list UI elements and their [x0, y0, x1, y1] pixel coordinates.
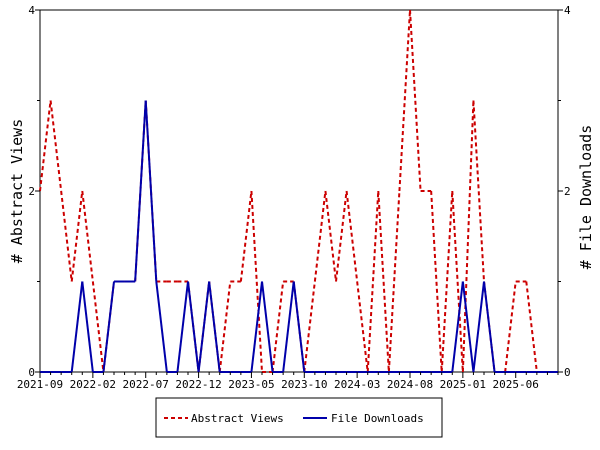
- line-segment-abstract-views: [409, 9, 422, 192]
- line-segment-file-downloads: [483, 281, 496, 373]
- x-tick-label: 2021-09: [17, 378, 63, 391]
- line-segment-abstract-views: [345, 190, 359, 282]
- x-tick-label: 2023-10: [281, 378, 327, 391]
- legend-label-file-downloads: File Downloads: [331, 412, 424, 425]
- y-right-tick-label: 4: [564, 4, 571, 17]
- line-segment-file-downloads: [144, 100, 158, 282]
- line-segment-file-downloads: [81, 281, 94, 373]
- line-segment-abstract-views: [451, 190, 464, 373]
- line-segment-abstract-views: [398, 9, 411, 192]
- line-segment-abstract-views: [525, 281, 538, 373]
- line-segment-file-downloads: [472, 281, 485, 373]
- line-segment-file-downloads: [102, 281, 115, 373]
- line-segment-file-downloads: [70, 281, 84, 373]
- line-segment-abstract-views: [70, 190, 84, 282]
- series-file-downloads: [40, 100, 558, 373]
- x-tick-label: 2025-06: [493, 378, 539, 391]
- line-segment-file-downloads: [250, 281, 263, 373]
- line-segment-abstract-views: [60, 190, 73, 282]
- line-segment-abstract-views: [335, 190, 348, 282]
- x-tick-label: 2024-08: [387, 378, 433, 391]
- x-tick-label: 2025-01: [440, 378, 486, 391]
- y-axis-left-title: # Abstract Views: [8, 119, 26, 264]
- line-segment-file-downloads: [261, 281, 274, 373]
- line-segment-abstract-views: [461, 100, 475, 373]
- legend-box: [155, 397, 443, 438]
- x-tick-label: 2024-03: [334, 378, 380, 391]
- line-segment-file-downloads: [176, 281, 189, 373]
- line-segment-file-downloads: [197, 281, 211, 373]
- line-segment-abstract-views: [387, 190, 401, 373]
- line-segment-abstract-views: [239, 190, 253, 282]
- axis-layer: 2021-09 2022-02 2022-07 2022-12 2023-05 2023-…: [17, 4, 571, 391]
- line-segment-abstract-views: [366, 190, 380, 373]
- line-segment-file-downloads: [282, 281, 295, 373]
- x-tick-label: 2022-07: [123, 378, 169, 391]
- line-segment-abstract-views: [303, 281, 316, 373]
- line-segment-abstract-views: [81, 190, 94, 282]
- line-segment-abstract-views: [218, 281, 232, 373]
- line-segment-abstract-views: [91, 281, 105, 373]
- y-left-tick-label: 2: [28, 185, 35, 198]
- line-segment-file-downloads: [208, 281, 221, 373]
- line-segment-abstract-views: [430, 190, 443, 373]
- line-segment-abstract-views: [271, 281, 285, 373]
- y-right-tick-label: 2: [564, 185, 571, 198]
- x-tick-label: 2022-02: [70, 378, 116, 391]
- legend: Abstract Views File Downloads: [155, 397, 443, 438]
- line-segment-abstract-views: [377, 190, 390, 373]
- x-tick-label: 2022-12: [175, 378, 221, 391]
- line-segment-abstract-views: [324, 190, 337, 282]
- y-axis-right-title: # File Downloads: [577, 125, 595, 270]
- line-segment-file-downloads: [461, 281, 475, 373]
- line-segment-file-downloads: [155, 281, 168, 373]
- line-segment-file-downloads: [187, 281, 200, 373]
- line-segment-file-downloads: [134, 100, 147, 282]
- line-segment-abstract-views: [250, 190, 263, 373]
- series-layer: [39, 9, 558, 373]
- line-segment-file-downloads: [451, 281, 464, 373]
- y-left-tick-label: 4: [28, 4, 35, 17]
- line-segment-file-downloads: [292, 281, 306, 373]
- y-left-tick-label: 0: [28, 366, 35, 379]
- x-tick-label: 2023-05: [228, 378, 274, 391]
- plot-area: [39, 9, 559, 373]
- line-segment-abstract-views: [472, 100, 485, 282]
- line-segment-abstract-views: [356, 281, 369, 373]
- line-segment-abstract-views: [313, 190, 327, 282]
- line-segment-abstract-views: [39, 100, 52, 192]
- y-right-tick-label: 0: [564, 366, 571, 379]
- legend-label-abstract-views: Abstract Views: [191, 412, 284, 425]
- line-segment-abstract-views: [49, 100, 63, 192]
- line-segment-abstract-views: [440, 190, 454, 373]
- line-segment-abstract-views: [504, 281, 517, 373]
